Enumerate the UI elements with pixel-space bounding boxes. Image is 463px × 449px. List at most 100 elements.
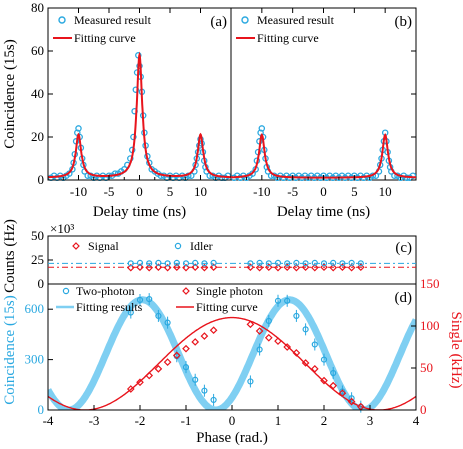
fitting-curve — [47, 51, 232, 179]
legend-marker-signal — [72, 242, 80, 250]
x-tick-label: -3 — [89, 413, 100, 428]
y-right-tick-label: 150 — [420, 276, 440, 291]
y-tick-label: 50 — [31, 228, 44, 243]
y-tick-label: 80 — [31, 0, 44, 15]
single-photon-point — [154, 364, 163, 373]
single-photon-point — [145, 371, 154, 380]
data-point-idler — [155, 259, 162, 266]
data-point-idler — [265, 260, 272, 267]
two-photon-point — [302, 326, 309, 333]
data-point-idler — [302, 260, 309, 267]
single-photon-point — [126, 385, 135, 393]
x-tick-label: 0 — [320, 184, 327, 199]
data-point-idler — [192, 259, 199, 266]
data-point-idler — [274, 259, 282, 266]
two-photon-point — [339, 388, 346, 395]
data-point — [130, 133, 137, 141]
data-point-signal — [154, 263, 163, 272]
legend-label-idler: Idler — [190, 239, 213, 253]
legend-label-single-photon: Single photon — [196, 284, 263, 298]
data-point-signal — [255, 263, 264, 272]
two-photon-point — [164, 319, 171, 326]
data-point-idler — [127, 260, 134, 267]
data-point-signal — [264, 263, 273, 272]
single-photon-point — [255, 327, 264, 335]
two-photon-point — [192, 376, 199, 383]
two-photon-point — [210, 396, 217, 404]
x-tick-label: 5 — [351, 184, 358, 199]
data-point-signal — [310, 263, 319, 272]
data-point-idler — [348, 259, 355, 266]
y-right-axis-label: Single (kHz) — [448, 311, 463, 388]
data-point-idler — [320, 260, 328, 267]
single-photon-point — [347, 397, 356, 406]
data-point-idler — [330, 259, 337, 266]
two-photon-fit-band — [48, 296, 416, 410]
data-point-signal — [292, 263, 301, 272]
data-point-idler — [146, 260, 153, 267]
data-point-idler — [311, 259, 318, 266]
x-tick-label: -10 — [253, 184, 270, 199]
y-right-tick-label: 0 — [420, 402, 427, 417]
two-photon-point — [274, 297, 282, 304]
data-point — [409, 172, 417, 179]
data-point-signal — [274, 263, 282, 272]
two-photon-point — [182, 364, 190, 371]
data-point-signal — [182, 263, 190, 272]
y-multiplier: ×10³ — [50, 221, 74, 236]
two-photon-point — [320, 356, 328, 363]
two-photon-point — [265, 317, 272, 325]
single-photon-point — [209, 326, 218, 335]
legend-label-measured: Measured result — [257, 13, 335, 27]
y-tick-label: 25 — [31, 252, 44, 267]
y-tick-label: 40 — [31, 86, 44, 101]
data-point-signal — [356, 263, 365, 272]
single-photon-point — [191, 338, 200, 346]
two-photon-point — [201, 387, 208, 394]
single-photon-point — [310, 364, 319, 373]
data-point-idler — [293, 259, 300, 266]
two-photon-point — [256, 346, 263, 353]
legend-marker-two-photon — [62, 287, 70, 295]
single-photon-point — [338, 389, 347, 398]
two-photon-point — [330, 369, 337, 377]
legend-label-signal: Signal — [88, 239, 119, 253]
x-tick-label: 0 — [229, 413, 236, 428]
single-photon-point — [246, 320, 255, 329]
legend-marker-idler — [174, 242, 182, 250]
data-point — [224, 172, 232, 179]
two-photon-point — [136, 296, 144, 304]
legend-label-fit: Fitting curve — [74, 31, 136, 45]
single-photon-point — [172, 351, 181, 360]
two-photon-point — [127, 309, 134, 316]
two-photon-point — [146, 296, 153, 303]
single-photon-point — [163, 358, 172, 366]
x-axis-label: Delay time (ns) — [93, 204, 186, 220]
x-tick-label: -1 — [181, 413, 192, 428]
data-point-signal — [126, 263, 135, 272]
x-tick-label: 10 — [194, 184, 207, 199]
data-point-signal — [200, 263, 209, 272]
x-axis-label: Delay time (ns) — [277, 204, 370, 220]
panel-label: (b) — [395, 14, 413, 30]
panel-b: -10 -5 0 5 10 Delay time (ns) Measured result F… — [230, 7, 417, 220]
data-point-idler — [164, 260, 171, 267]
single-photon-point — [301, 359, 310, 367]
data-point-idler — [256, 259, 263, 266]
legend-label-fitting-results: Fitting results — [76, 300, 143, 314]
data-point-idler — [136, 259, 144, 266]
y-tick-label: 20 — [31, 129, 44, 144]
x-tick-label: 4 — [413, 413, 420, 428]
legend-label-fitting-curve: Fitting curve — [196, 300, 258, 314]
panel-c: 0 25 50 ×10³ Counts (Hz) Signal Idler (c) — [2, 219, 417, 293]
y-right-tick-label: 50 — [420, 360, 433, 375]
single-photon-point — [182, 344, 190, 353]
data-point-signal — [347, 263, 356, 272]
legend-marker-single-photon — [182, 287, 190, 295]
single-photon-point — [283, 343, 292, 351]
legend-label-measured: Measured result — [74, 13, 152, 27]
data-point-signal — [320, 263, 328, 272]
legend-label-fit: Fitting curve — [257, 31, 319, 45]
